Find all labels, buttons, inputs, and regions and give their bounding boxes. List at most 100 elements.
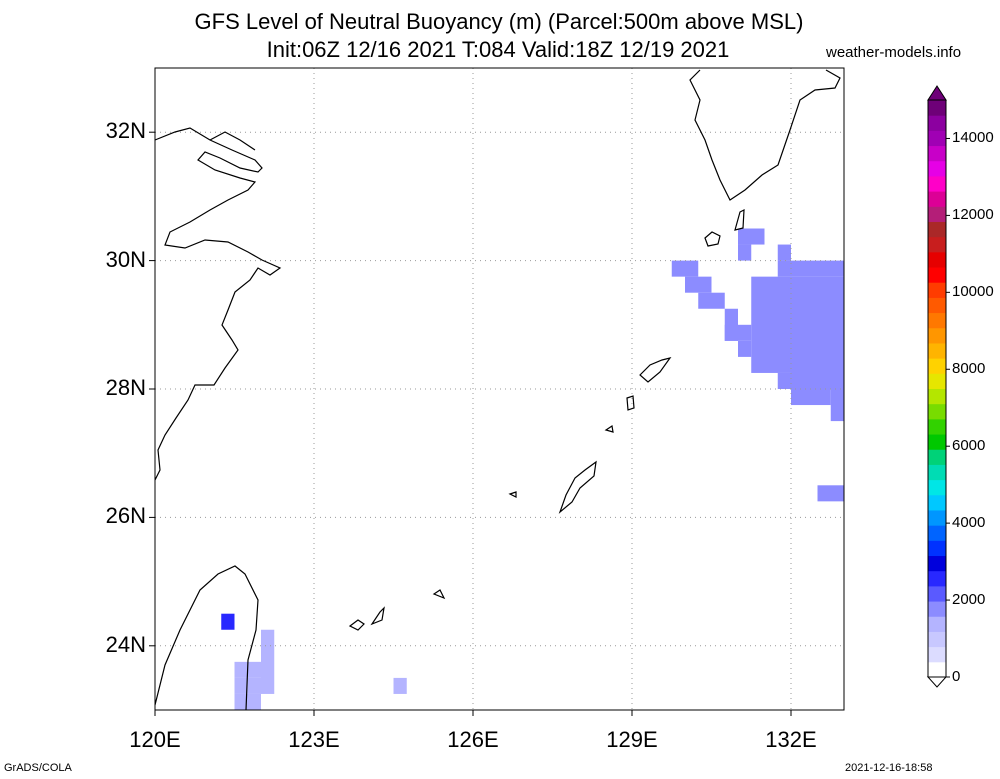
coastline-kyushu (689, 69, 841, 201)
colorbar-bin (928, 509, 946, 526)
lnb-cell (234, 661, 248, 678)
lat-label: 30N (105, 246, 146, 272)
lnb-cell (221, 613, 235, 630)
colorbar-bin (928, 616, 946, 632)
coastline-yangtze-bank (209, 131, 256, 151)
lat-label: 26N (105, 503, 146, 529)
colorbar-bin (928, 403, 946, 420)
colorbar-bin (928, 388, 946, 405)
coastline-china-north (154, 127, 282, 481)
colorbar-bin (928, 297, 946, 314)
colorbar (926, 85, 950, 688)
lnb-cell (247, 677, 261, 694)
colorbar-bin (928, 312, 946, 329)
colorbar-bin (928, 418, 946, 435)
lnb-cell (671, 260, 699, 277)
lon-label: 120E (129, 727, 181, 752)
lnb-cell (791, 389, 831, 406)
island-miyako (370, 606, 385, 626)
lnb-cell (738, 244, 752, 261)
footer-credit: GrADS/COLA (4, 762, 72, 774)
colorbar-bin (928, 540, 946, 557)
lon-label: 123E (288, 727, 340, 752)
lnb-cell (724, 324, 752, 341)
colorbar-label: 0 (952, 668, 961, 685)
colorbar-bin (928, 115, 946, 131)
lnb-cell (393, 677, 407, 694)
colorbar-bin (928, 206, 946, 222)
island-okinoerabu (604, 424, 614, 433)
colorbar-label: 12000 (952, 206, 994, 224)
colorbar-bin (928, 494, 946, 511)
island-tokunoshima (626, 395, 635, 411)
lnb-cell (738, 340, 752, 357)
lnb-cell (751, 276, 791, 373)
colorbar-bin (928, 449, 946, 465)
island-amami (639, 357, 672, 383)
lnb-cell (777, 244, 791, 261)
lnb-fill-layer (221, 228, 844, 710)
lnb-cell (247, 661, 261, 678)
island-ishigaki (348, 619, 365, 631)
colorbar-bin (928, 479, 946, 496)
coastline-taiwan (154, 565, 259, 711)
lat-label: 24N (105, 631, 146, 657)
colorbar-bin (928, 661, 946, 678)
colorbar-bin (928, 282, 946, 298)
island-senkaku (432, 589, 446, 600)
map-subtitle: Init:06Z 12/16 2021 T:084 Valid:18Z 12/1… (266, 37, 730, 62)
colorbar-top-arrow (927, 85, 947, 101)
lnb-cell (830, 389, 844, 422)
colorbar-bin (928, 601, 946, 617)
lat-label: 28N (105, 375, 146, 400)
colorbar-label: 14000 (952, 129, 994, 147)
lnb-cell (791, 276, 844, 389)
lnb-cell (234, 693, 261, 710)
lon-label: 132E (765, 727, 817, 752)
colorbar-bin (928, 191, 946, 207)
map-title: GFS Level of Neutral Buoyancy (m) (Parce… (194, 9, 804, 34)
colorbar-label: 6000 (952, 437, 986, 455)
colorbar-bin (928, 251, 946, 268)
lon-label: 126E (447, 727, 499, 752)
colorbar-bin (928, 464, 946, 481)
lnb-cell (234, 677, 248, 694)
lnb-cell (777, 372, 791, 389)
colorbar-bin (928, 160, 946, 177)
colorbar-bin (928, 267, 946, 283)
lnb-cell (685, 276, 712, 293)
colorbar-bin (928, 327, 946, 344)
island-kume (508, 491, 517, 498)
colorbar-bin (928, 555, 946, 572)
axis-ticks (149, 131, 792, 716)
colorbar-bin (928, 145, 946, 162)
island-okinawa (558, 460, 597, 514)
colorbar-bin (928, 373, 946, 389)
colorbar-bottom-arrow (926, 676, 948, 688)
island-yakushima (704, 231, 721, 247)
colorbar-label: 4000 (952, 514, 986, 532)
colorbar-bin (928, 130, 946, 147)
colorbar-bin (928, 646, 946, 663)
colorbar-label: 2000 (952, 591, 986, 609)
colorbar-bin (928, 434, 946, 450)
colorbar-frame (927, 99, 947, 678)
colorbar-bin (928, 358, 946, 374)
colorbar-bin (928, 631, 946, 648)
lnb-cell (698, 292, 725, 309)
lnb-cell (777, 260, 844, 277)
lat-label: 32N (105, 118, 146, 144)
colorbar-bin (928, 175, 946, 192)
lnb-cell (261, 629, 275, 694)
coastline (154, 69, 841, 711)
colorbar-bin (928, 570, 946, 587)
lon-label: 129E (606, 727, 658, 752)
colorbar-bin (928, 100, 946, 116)
island-tanegashima (734, 209, 745, 231)
colorbar-label: 10000 (952, 283, 994, 301)
colorbar-bin (928, 525, 946, 541)
colorbar-bin (928, 585, 946, 602)
lnb-cell (817, 485, 844, 502)
footer-timestamp: 2021-12-16-18:58 (845, 762, 933, 774)
